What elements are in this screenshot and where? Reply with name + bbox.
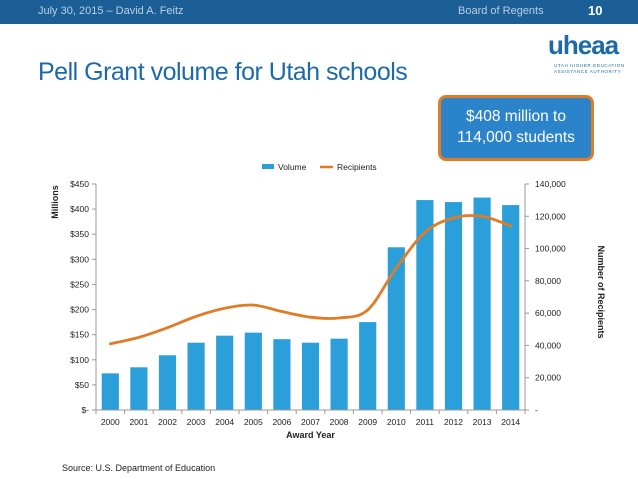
volume-bar	[101, 373, 119, 410]
legend-volume-swatch	[262, 164, 274, 169]
right-tick-label: -	[535, 405, 538, 415]
volume-bar	[473, 197, 491, 410]
logo-line-2: ASSISTANCE AUTHORITY	[554, 69, 622, 74]
x-tick-label: 2001	[129, 417, 148, 427]
right-tick-label: 80,000	[535, 276, 561, 286]
callout-line-1: $408 million to	[466, 108, 566, 125]
x-tick-label: 2010	[387, 417, 406, 427]
page-number: 10	[588, 3, 603, 18]
volume-bar	[359, 322, 377, 410]
x-tick-label: 2009	[358, 417, 377, 427]
uheaa-logo: uheaa UTAH HIGHER EDUCATION ASSISTANCE A…	[548, 30, 632, 78]
logo-word: uheaa	[548, 30, 619, 60]
recipients-line-group	[108, 214, 513, 346]
x-tick-label: 2002	[158, 417, 177, 427]
left-tick-label: $350	[70, 229, 89, 239]
legend-recipients-label: Recipients	[337, 162, 377, 172]
header-date-author: July 30, 2015 – David A. Feitz	[38, 5, 184, 17]
left-tick-label: $150	[70, 330, 89, 340]
x-axis-title: Award Year	[286, 430, 335, 440]
x-tick-label: 2007	[301, 417, 320, 427]
volume-bar	[301, 342, 320, 410]
right-tick-label: 20,000	[535, 373, 561, 383]
x-tick-label: 2008	[330, 417, 349, 427]
x-tick-label: 2005	[244, 417, 263, 427]
x-tick-label: 2006	[272, 417, 291, 427]
volume-bar	[387, 247, 405, 410]
source-note: Source: U.S. Department of Education	[62, 463, 216, 473]
right-axis-title: Number of Recipients	[596, 245, 606, 338]
x-tick-label: 2014	[501, 417, 520, 427]
left-tick-label: $450	[70, 179, 89, 189]
x-tick-label: 2013	[473, 417, 492, 427]
header-board: Board of Regents	[458, 5, 544, 17]
left-tick-label: $250	[70, 279, 89, 289]
x-tick-label: 2012	[444, 417, 463, 427]
left-tick-label: $200	[70, 305, 89, 315]
left-axis-title: Millions	[50, 185, 60, 219]
left-tick-label: $100	[70, 355, 89, 365]
x-tick-label: 2004	[215, 417, 234, 427]
legend-volume-label: Volume	[278, 162, 307, 172]
recipients-line	[108, 214, 513, 346]
volume-bar	[273, 339, 291, 410]
x-tick-label: 2003	[187, 417, 206, 427]
volume-bar	[158, 355, 177, 410]
volume-bar	[216, 335, 234, 410]
right-tick-label: 120,000	[535, 211, 566, 221]
right-tick-label: 100,000	[535, 244, 566, 254]
left-tick-label: $400	[70, 204, 89, 214]
volume-bar	[330, 338, 348, 410]
volume-bar	[502, 205, 520, 410]
right-tick-label: 60,000	[535, 308, 561, 318]
chart-labels: $- $50 $100 $150 $200 $250 $300 $350 $400 $450 - 20…	[50, 162, 606, 440]
right-tick-label: 40,000	[535, 340, 561, 350]
left-tick-label: $50	[75, 380, 89, 390]
left-tick-label: $-	[81, 405, 89, 415]
page-title: Pell Grant volume for Utah schools	[38, 58, 408, 86]
volume-bars	[101, 197, 520, 410]
x-tick-label: 2000	[101, 417, 120, 427]
chart-axes	[92, 183, 529, 414]
logo-line-1: UTAH HIGHER EDUCATION	[554, 63, 625, 68]
summary-callout: $408 million to 114,000 students	[438, 95, 594, 161]
right-tick-label: 140,000	[535, 179, 566, 189]
callout-line-2: 114,000 students	[457, 129, 575, 146]
volume-bar	[187, 342, 205, 410]
volume-bar	[444, 202, 463, 410]
volume-bar	[416, 200, 434, 410]
volume-bar	[244, 332, 262, 410]
x-tick-label: 2011	[416, 417, 435, 427]
left-tick-label: $300	[70, 254, 89, 264]
volume-bar	[130, 367, 148, 410]
slide-header-bar: July 30, 2015 – David A. Feitz Board of …	[0, 0, 638, 24]
